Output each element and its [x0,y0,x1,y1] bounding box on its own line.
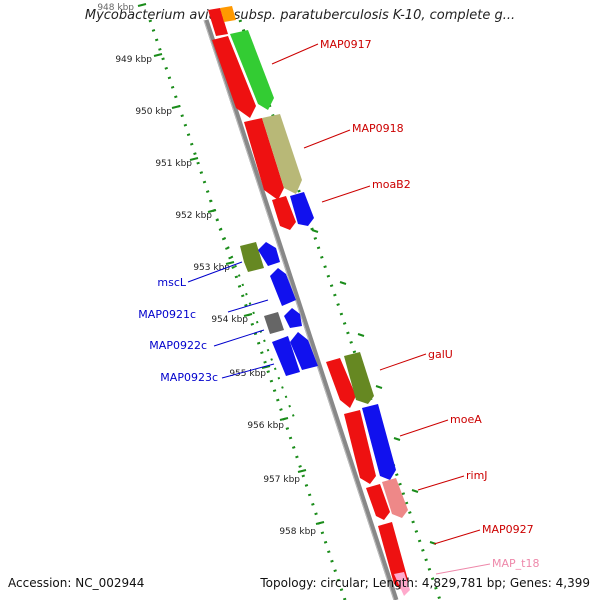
ruler-tick: 956 kbp [247,417,289,431]
reverse-strand-genes [240,242,318,376]
ruler-tick: 958 kbp [279,521,325,537]
genome-backbone-highlight [203,19,395,600]
gene-MAP0917[interactable] [230,30,274,110]
gene-MAP_t18[interactable] [394,572,410,596]
gene-galU[interactable] [344,352,374,404]
forward-strand-genes [208,6,410,596]
gene-moeA[interactable] [362,404,396,480]
gene-blue-c[interactable] [290,332,318,370]
label-MAP_t18[interactable]: MAP_t18 [492,557,539,570]
svg-text:950 kbp: 950 kbp [135,107,172,117]
label-moaB2[interactable]: moaB2 [372,178,411,191]
svg-text:954 kbp: 954 kbp [211,315,248,325]
gene-labels: MAP0917 MAP0918 moaB2 mscL MAP0921c MAP0… [138,38,539,570]
label-MAP0923c[interactable]: MAP0923c [160,371,218,384]
topology-text: Topology: circular; Length: 4,829,781 bp… [260,576,590,590]
ruler-tick: 948 kbp [97,3,147,13]
svg-text:958 kbp: 958 kbp [279,527,316,537]
gene-red-4[interactable] [326,358,356,408]
svg-text:957 kbp: 957 kbp [263,475,300,485]
gene-partial-top-orange[interactable] [220,6,236,22]
gene-blue-a[interactable] [258,242,280,266]
gene-MAP0923c[interactable] [272,336,300,376]
ruler-tick: 952 kbp [175,209,217,221]
label-MAP0921c[interactable]: MAP0921c [138,308,196,321]
label-MAP0917[interactable]: MAP0917 [320,38,372,51]
accession-text: Accession: NC_002944 [8,576,145,590]
svg-text:951 kbp: 951 kbp [155,159,192,169]
gene-red-6[interactable] [366,484,390,520]
svg-text:952 kbp: 952 kbp [175,211,212,221]
ruler-tick: 953 kbp [193,261,235,273]
gene-red-5[interactable] [344,410,376,484]
gene-red-3[interactable] [272,196,296,230]
outer-ruler-dotted-line [148,19,347,600]
svg-text:953 kbp: 953 kbp [193,263,230,273]
gene-MAP0921c[interactable] [270,268,296,306]
label-MAP0927[interactable]: MAP0927 [482,523,534,536]
ruler-tick: 949 kbp [115,53,163,65]
label-rimJ[interactable]: rimJ [466,469,488,482]
gene-MAP0918[interactable] [262,114,302,194]
gene-blue-b[interactable] [284,308,302,328]
label-leader-lines [187,43,491,575]
map-title: Mycobacterium avium subsp. paratuberculo… [84,8,516,23]
feature-dotted-line-left [209,199,296,421]
ruler-tick: 957 kbp [263,469,307,485]
ruler-tick: 950 kbp [135,105,181,117]
label-MAP0922c[interactable]: MAP0922c [149,339,207,352]
label-MAP0918[interactable]: MAP0918 [352,122,404,135]
gene-moaB2[interactable] [290,192,314,226]
feature-dotted-line-right [238,19,442,600]
ruler-tick: 954 kbp [211,313,253,325]
gene-mscL[interactable] [240,242,264,272]
label-mscL[interactable]: mscL [157,276,186,289]
label-moeA[interactable]: moeA [450,413,482,426]
ruler-tick: 951 kbp [155,157,199,169]
gene-MAP0922c[interactable] [264,312,284,334]
svg-text:948 kbp: 948 kbp [97,3,134,13]
ruler-tick: 955 kbp [229,365,271,379]
svg-text:956 kbp: 956 kbp [247,421,284,431]
gene-red-1[interactable] [212,36,256,118]
svg-text:955 kbp: 955 kbp [229,369,266,379]
ruler-ticks: 948 kbp 949 kbp 950 kbp 951 kbp 952 kbp … [97,3,325,537]
label-galU[interactable]: galU [428,348,453,361]
svg-text:949 kbp: 949 kbp [115,55,152,65]
gene-red-2[interactable] [244,118,284,200]
gene-rimJ[interactable] [382,478,408,518]
gene-partial-top-red[interactable] [208,8,228,36]
genome-backbone [203,19,399,600]
